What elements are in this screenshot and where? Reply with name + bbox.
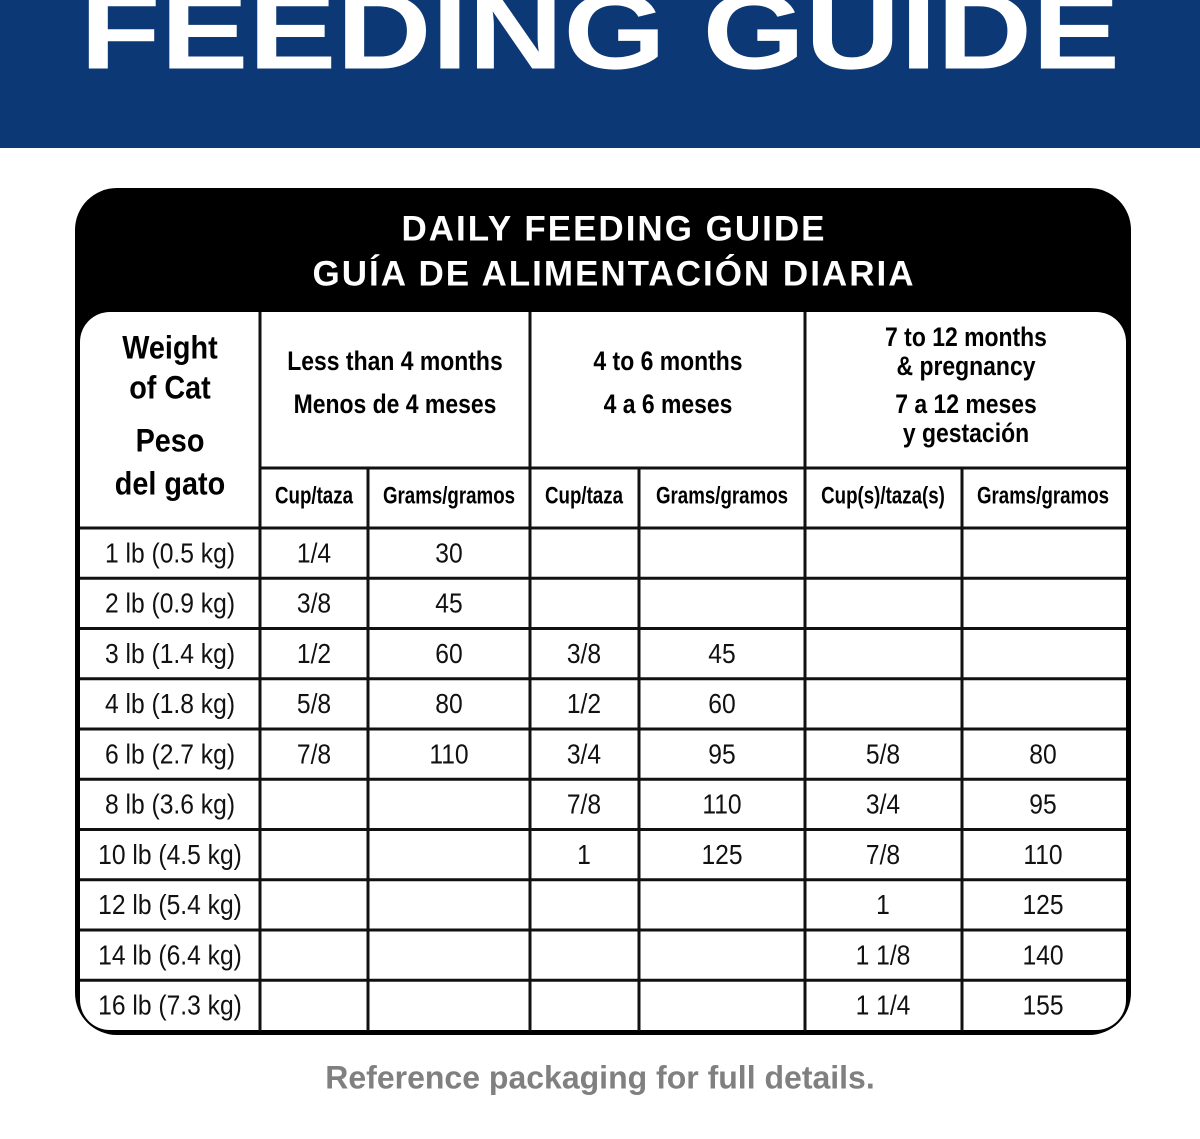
sub-header: Cup/taza	[275, 482, 354, 509]
group-header: 4 a 6 meses	[604, 389, 733, 419]
table-cell: 140	[1022, 939, 1063, 971]
table-cell: 1/4	[297, 537, 331, 569]
weight-header: Weight	[122, 330, 217, 366]
group-header: 7 to 12 months	[885, 322, 1047, 352]
weight-cell: 12 lb (5.4 kg)	[98, 889, 242, 921]
table-cell: 125	[701, 838, 742, 870]
table-cell: 1	[876, 889, 890, 921]
table-cell: 110	[702, 788, 741, 820]
grid	[258, 312, 1126, 1031]
table-cell: 1 1/4	[856, 989, 911, 1021]
sub-header: Cup/taza	[545, 482, 624, 509]
group-header: 7 a 12 meses	[895, 389, 1037, 419]
footer-note: Reference packaging for full details.	[325, 1059, 874, 1095]
weight-header: of Cat	[129, 370, 211, 406]
table-body	[80, 312, 1126, 1030]
weight-cell: 3 lb (1.4 kg)	[105, 637, 235, 669]
weight-header: Peso	[136, 423, 205, 459]
header-title: FEEDING GUIDE	[80, 0, 1120, 92]
table-cell: 80	[435, 688, 462, 720]
table-cell: 125	[1022, 889, 1063, 921]
table-cell: 155	[1022, 989, 1063, 1021]
sub-header: Grams/gramos	[977, 482, 1109, 509]
sub-header: Grams/gramos	[656, 482, 788, 509]
weight-cell: 8 lb (3.6 kg)	[105, 788, 235, 820]
table-cell: 60	[708, 688, 735, 720]
group-header: 4 to 6 months	[593, 346, 742, 376]
table-cell: 1/2	[297, 637, 331, 669]
table-cell: 5/8	[297, 688, 331, 720]
table-cell: 1	[577, 838, 591, 870]
weight-cell: 16 lb (7.3 kg)	[98, 989, 242, 1021]
table-cell: 3/8	[567, 637, 601, 669]
table-cell: 45	[708, 637, 735, 669]
table-cell: 110	[1023, 838, 1062, 870]
table-cell: 80	[1029, 738, 1056, 770]
sub-header: Cup(s)/taza(s)	[821, 482, 945, 509]
sub-header: Grams/gramos	[383, 482, 515, 509]
table-cell: 7/8	[567, 788, 601, 820]
table-cell: 7/8	[297, 738, 331, 770]
table-cell: 5/8	[866, 738, 900, 770]
weight-cell: 6 lb (2.7 kg)	[105, 738, 235, 770]
weight-cell: 1 lb (0.5 kg)	[105, 537, 235, 569]
header-banner	[0, 0, 1200, 148]
weight-cell: 14 lb (6.4 kg)	[98, 939, 242, 971]
weight-header: del gato	[115, 466, 225, 502]
weight-cell: 4 lb (1.8 kg)	[105, 688, 235, 720]
table-cell: 3/4	[866, 788, 900, 820]
table-title: GUÍA DE ALIMENTACIÓN DIARIA	[313, 253, 916, 293]
table-cell: 7/8	[866, 838, 900, 870]
table-cell: 3/4	[567, 738, 601, 770]
table-cell: 3/8	[297, 587, 331, 619]
group-header: Less than 4 months	[287, 346, 502, 376]
table-cell: 60	[435, 637, 462, 669]
table-cell: 95	[708, 738, 735, 770]
table-cell: 30	[435, 537, 462, 569]
group-header: Menos de 4 meses	[294, 389, 497, 419]
table-cell: 95	[1029, 788, 1056, 820]
weight-cell: 10 lb (4.5 kg)	[98, 838, 242, 870]
group-header: & pregnancy	[897, 351, 1036, 381]
table-title: DAILY FEEDING GUIDE	[401, 209, 826, 248]
table-cell: 110	[429, 738, 468, 770]
table-cell: 1/2	[567, 688, 601, 720]
weight-cell: 2 lb (0.9 kg)	[105, 587, 235, 619]
table-cell: 45	[435, 587, 462, 619]
table-cell: 1 1/8	[856, 939, 911, 971]
group-header: y gestación	[903, 418, 1029, 448]
